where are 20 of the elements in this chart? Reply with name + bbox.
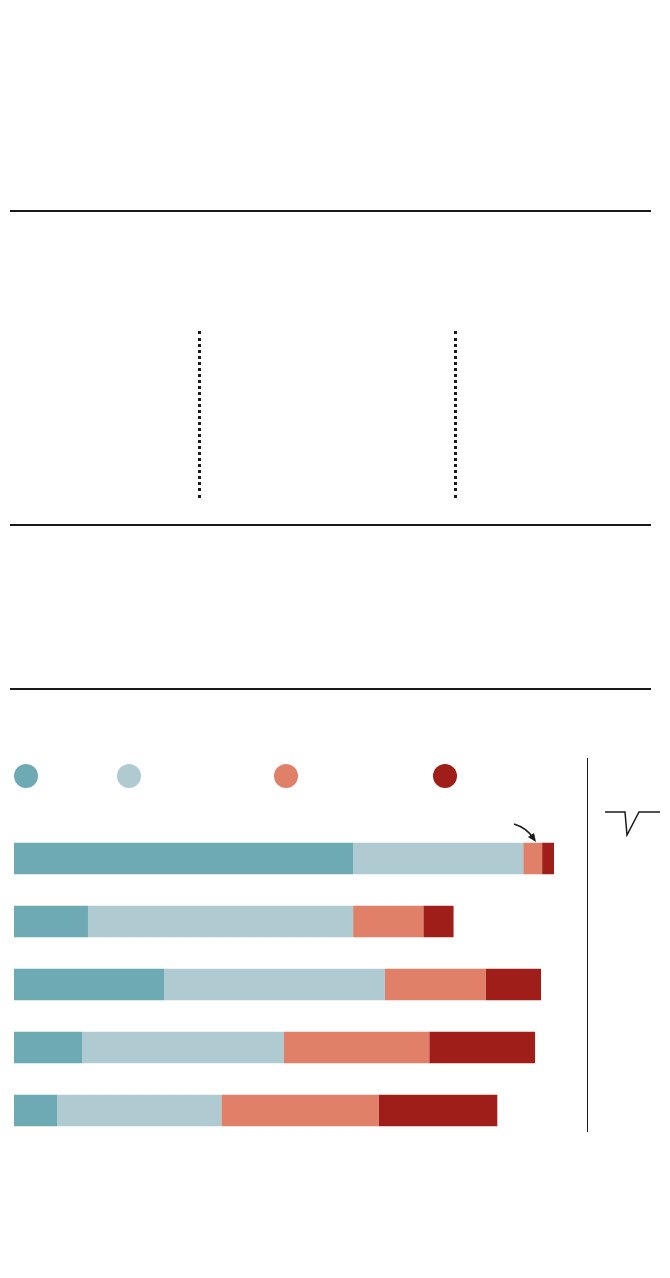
bar	[423, 905, 454, 938]
bar	[57, 1094, 222, 1127]
bar	[353, 842, 524, 875]
bar	[87, 905, 354, 938]
bar	[485, 968, 542, 1001]
bar	[542, 842, 554, 875]
bar	[429, 1031, 536, 1064]
bar	[221, 1094, 379, 1127]
bar	[14, 968, 165, 1001]
bar	[14, 1031, 83, 1064]
bar	[378, 1094, 498, 1127]
bar	[284, 1031, 430, 1064]
bar	[384, 968, 486, 1001]
bar	[14, 1094, 58, 1127]
bar	[164, 968, 385, 1001]
bar	[523, 842, 543, 875]
bar	[82, 1031, 284, 1064]
bar	[14, 842, 354, 875]
bar	[14, 905, 88, 938]
bar	[353, 905, 424, 938]
